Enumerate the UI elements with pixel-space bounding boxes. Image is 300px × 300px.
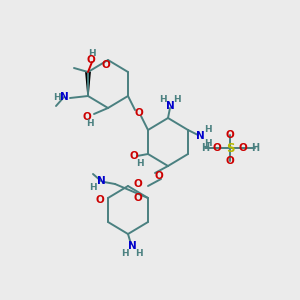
Text: O: O (135, 108, 143, 118)
Text: N: N (166, 101, 174, 111)
Text: H: H (135, 250, 143, 259)
Text: H: H (136, 160, 144, 169)
Text: H: H (86, 119, 94, 128)
Text: O: O (213, 143, 221, 153)
Text: N: N (128, 241, 136, 251)
Text: O: O (134, 179, 142, 189)
Text: N: N (196, 131, 204, 141)
Text: O: O (87, 55, 95, 65)
Text: H: H (88, 50, 96, 58)
Text: H: H (89, 184, 97, 193)
Text: O: O (154, 171, 164, 181)
Text: S: S (226, 142, 234, 154)
Text: O: O (102, 60, 110, 70)
Text: H: H (204, 139, 212, 148)
Text: H: H (159, 94, 167, 103)
Text: N: N (60, 92, 68, 102)
Text: H: H (173, 94, 181, 103)
Text: O: O (82, 112, 91, 122)
Text: H: H (121, 250, 129, 259)
Text: H: H (201, 143, 209, 153)
Text: O: O (96, 195, 104, 205)
Text: O: O (134, 193, 142, 203)
Text: N: N (97, 176, 105, 186)
Text: H: H (53, 92, 61, 101)
Text: O: O (238, 143, 247, 153)
Polygon shape (86, 72, 90, 96)
Text: O: O (226, 130, 234, 140)
Text: O: O (226, 156, 234, 166)
Text: O: O (130, 151, 138, 161)
Text: H: H (204, 124, 212, 134)
Text: H: H (251, 143, 259, 153)
